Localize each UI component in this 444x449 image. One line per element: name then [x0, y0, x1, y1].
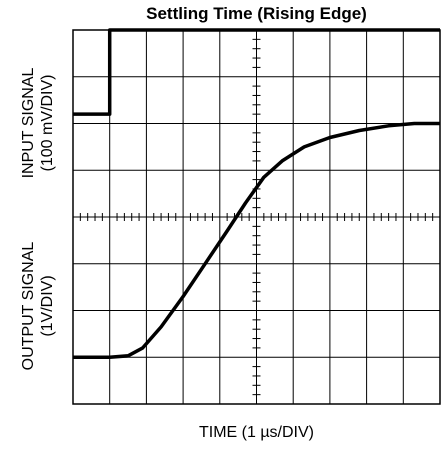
output-signal-trace	[73, 121, 440, 360]
x-axis-label: TIME (1 µs/DIV)	[199, 424, 314, 441]
input-signal-trace	[73, 28, 440, 116]
chart-title: Settling Time (Rising Edge)	[146, 4, 367, 23]
